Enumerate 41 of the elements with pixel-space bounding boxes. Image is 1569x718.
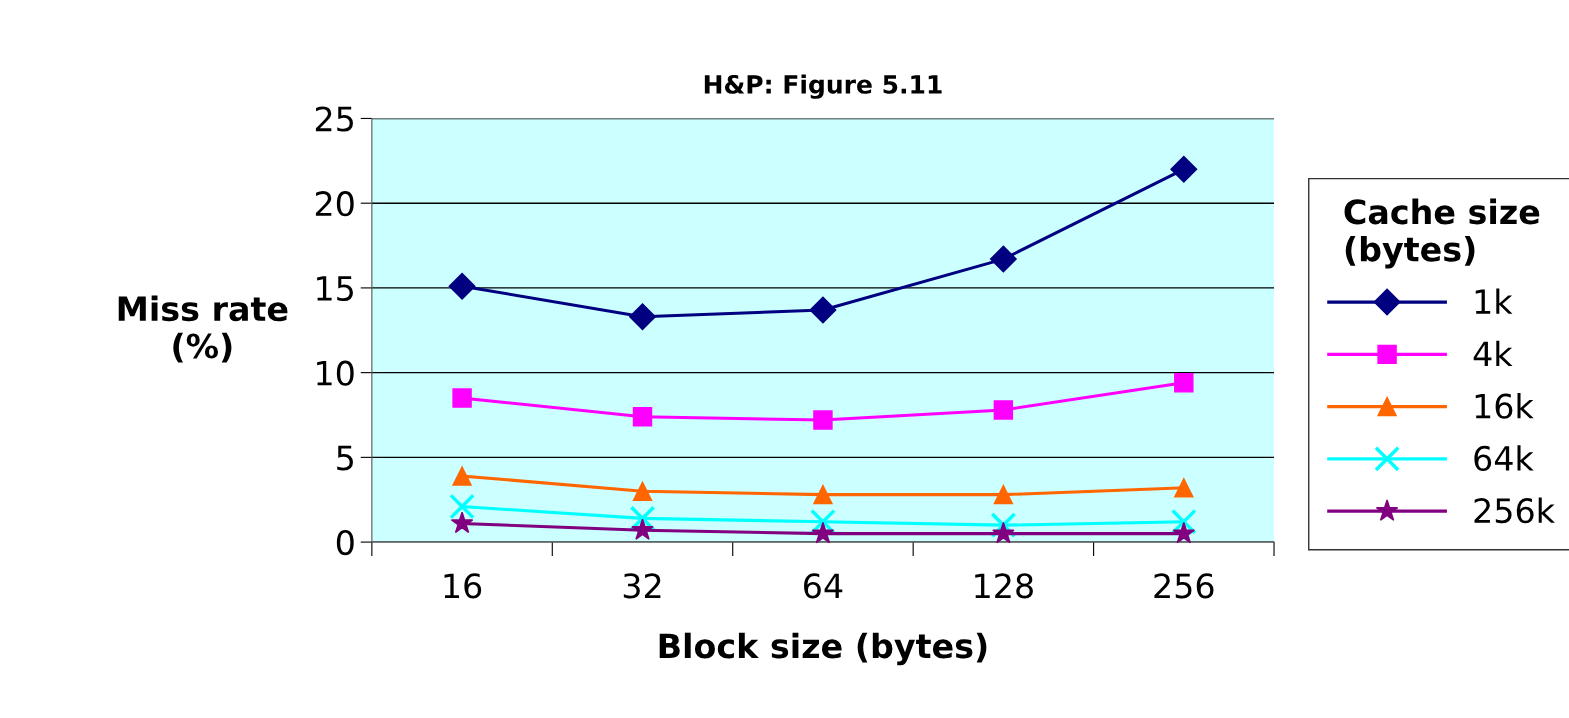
legend-title: Cache size (bytes) <box>1344 198 1540 269</box>
y-tick-label: 5 <box>337 445 353 471</box>
point <box>632 406 653 427</box>
point <box>813 484 833 505</box>
point <box>631 518 654 540</box>
point <box>811 521 835 544</box>
point <box>809 296 837 324</box>
point <box>629 303 656 331</box>
x-tick-label: 64 <box>804 573 843 599</box>
x-tick-label: 32 <box>623 573 661 599</box>
point <box>993 400 1014 420</box>
y-axis-title: Miss rate (%) <box>118 295 288 363</box>
point <box>992 521 1015 544</box>
point <box>1172 521 1196 544</box>
x-axis-title: Block size (bytes) <box>659 632 987 666</box>
x-tick-label: 16 <box>444 573 482 599</box>
point <box>632 481 653 501</box>
y-tick-label: 10 <box>317 360 354 386</box>
chart-title: H&P: Figure 5.11 <box>704 74 942 99</box>
y-tick-label: 15 <box>317 276 353 302</box>
legend-label: 4k <box>1473 340 1513 367</box>
legend-label: 1k <box>1475 288 1513 314</box>
legend-label: 16k <box>1475 392 1534 419</box>
point <box>449 493 475 520</box>
point <box>452 388 472 408</box>
point <box>448 272 476 300</box>
y-tick-label: 25 <box>315 106 353 132</box>
legend-label: 256k <box>1474 497 1555 524</box>
x-tick-label: 128 <box>975 573 1033 599</box>
point <box>450 511 474 534</box>
point <box>1174 478 1194 498</box>
point <box>993 484 1014 505</box>
point <box>1170 155 1198 183</box>
point <box>813 410 833 430</box>
y-tick-label: 20 <box>315 191 354 217</box>
point <box>1174 373 1194 393</box>
x-tick-label: 256 <box>1154 573 1214 599</box>
y-tick-label: 0 <box>336 530 354 556</box>
legend-label: 64k <box>1474 445 1534 472</box>
point <box>989 245 1017 273</box>
point <box>452 466 472 486</box>
